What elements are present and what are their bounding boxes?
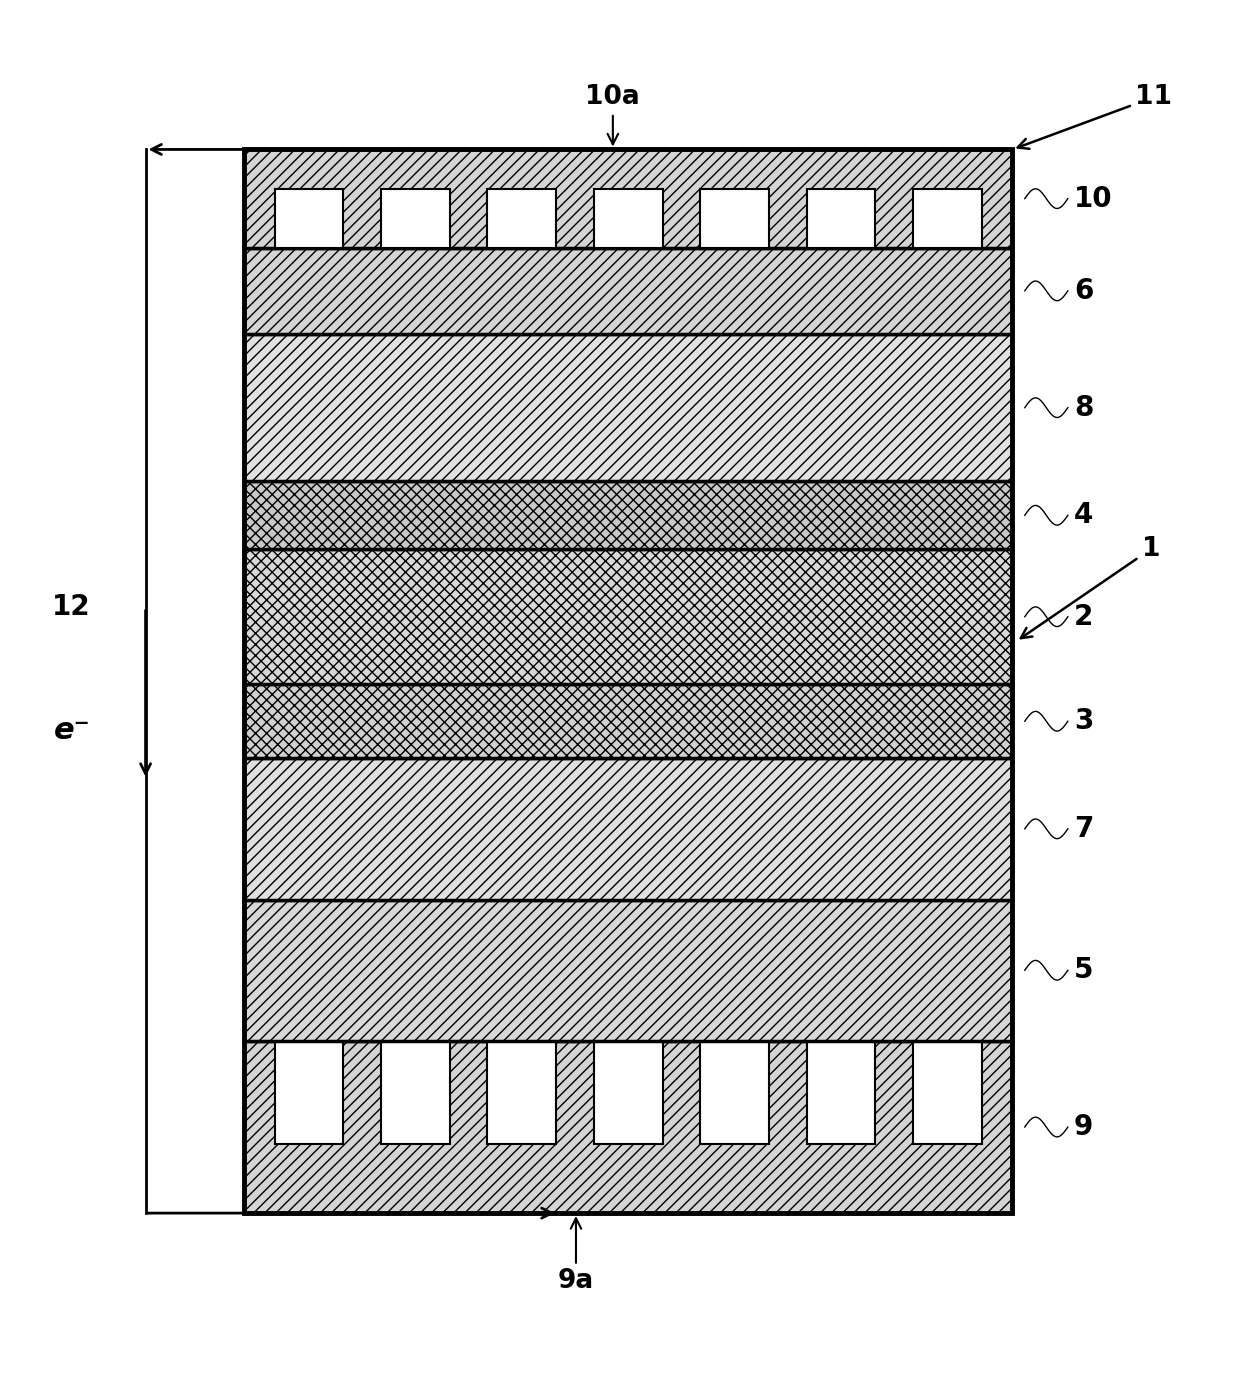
Text: 10a: 10a (586, 84, 640, 145)
Bar (275, 189, 343, 247)
Text: 6: 6 (1075, 276, 1093, 305)
Bar (381, 1041, 449, 1145)
Bar (701, 189, 769, 247)
Bar (594, 189, 662, 247)
Bar (807, 1041, 875, 1145)
Text: 2: 2 (1075, 602, 1093, 631)
Text: 1: 1 (1021, 536, 1160, 638)
Text: 9a: 9a (558, 1218, 594, 1294)
Bar (244, 482, 1013, 550)
Text: e⁻: e⁻ (53, 715, 90, 744)
Bar (381, 189, 449, 247)
Text: 12: 12 (52, 594, 90, 621)
Bar (807, 189, 875, 247)
Bar (244, 899, 1013, 1041)
Bar (914, 189, 982, 247)
Bar (488, 1041, 556, 1145)
Text: 4: 4 (1075, 501, 1093, 529)
Bar (244, 758, 1013, 899)
Bar (244, 247, 1013, 334)
Text: 3: 3 (1075, 707, 1093, 735)
Text: 11: 11 (1018, 84, 1172, 149)
Bar (488, 189, 556, 247)
Bar (244, 685, 1013, 758)
Text: 7: 7 (1075, 815, 1093, 842)
Bar (914, 1041, 982, 1145)
Bar (244, 334, 1013, 482)
Bar (275, 1041, 343, 1145)
Text: 10: 10 (1075, 185, 1113, 213)
Text: 5: 5 (1075, 956, 1093, 985)
Text: 9: 9 (1075, 1113, 1093, 1141)
Bar (244, 550, 1013, 685)
Text: 8: 8 (1075, 394, 1093, 421)
Bar (244, 1041, 1013, 1213)
Bar (244, 149, 1013, 247)
Bar (244, 149, 1013, 1213)
Bar (701, 1041, 769, 1145)
Bar (594, 1041, 662, 1145)
